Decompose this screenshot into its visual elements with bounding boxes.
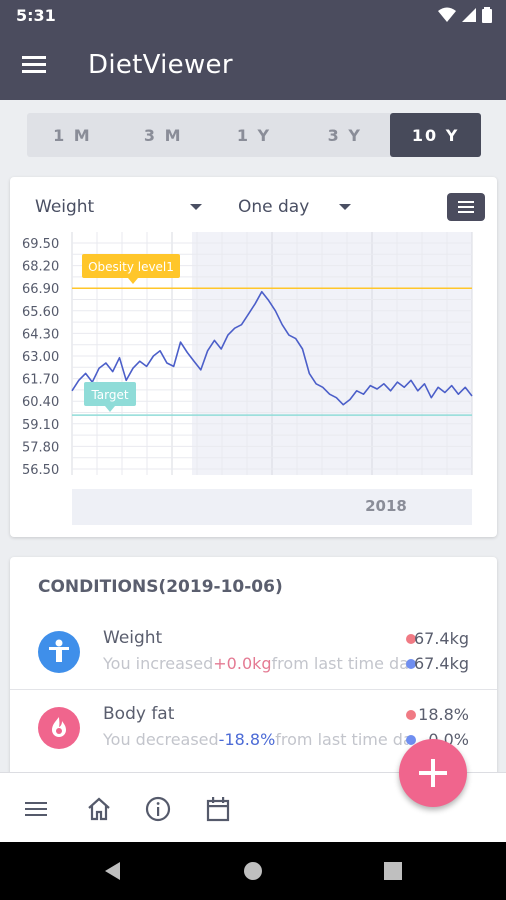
y-tick-label: 61.70 (22, 373, 59, 388)
app-title: DietViewer (88, 50, 233, 80)
condition-name: Weight (103, 628, 163, 648)
chart-shaded-region (192, 232, 472, 475)
system-nav-bar (0, 842, 506, 900)
metric-dropdown-icon[interactable] (190, 204, 202, 210)
recents-icon[interactable] (382, 860, 404, 882)
condition-row-weight[interactable]: Weight You increased+0.0kgfrom last time… (10, 614, 497, 689)
conditions-card: CONDITIONS(2019-10-06) Weight You increa… (10, 557, 497, 787)
current-dot (406, 710, 416, 720)
condition-row-body-fat[interactable]: Body fat You decreased-18.8%from last ti… (10, 689, 497, 764)
previous-dot (406, 659, 416, 669)
change-prefix: You increased (103, 654, 214, 673)
calendar-icon[interactable] (204, 795, 232, 823)
conditions-title: CONDITIONS(2019-10-06) (38, 577, 283, 597)
home-icon[interactable] (85, 795, 113, 823)
period-dropdown-icon[interactable] (339, 204, 351, 210)
current-value: 18.8% (418, 705, 469, 724)
status-bar: 5:31 (0, 0, 506, 30)
fire-icon (38, 707, 80, 749)
y-tick-label: 60.40 (22, 395, 59, 410)
y-tick-label: 65.60 (22, 305, 59, 320)
y-tick-label: 69.50 (22, 237, 59, 252)
change-delta: +0.0kg (213, 654, 272, 673)
condition-change: You increased+0.0kgfrom last time data (103, 654, 408, 673)
weight-chart[interactable]: 69.50 68.20 66.90 65.60 64.30 63.00 61.70 60.40… (10, 177, 497, 537)
obesity-tag-label: Obesity level1 (88, 260, 174, 274)
metric-select[interactable]: Weight (35, 197, 95, 217)
change-delta: -18.8% (218, 730, 276, 749)
chart-options-button[interactable] (447, 193, 485, 221)
tab-1y[interactable]: 1 Y (236, 125, 272, 145)
condition-name: Body fat (103, 704, 175, 724)
menu-icon[interactable] (20, 52, 50, 78)
weight-series-line (71, 290, 473, 406)
plus-icon (419, 759, 447, 787)
previous-value: 67.4kg (413, 654, 469, 673)
y-tick-label: 59.10 (22, 418, 59, 433)
y-tick-label: 68.20 (22, 260, 59, 275)
y-tick-label: 66.90 (22, 282, 59, 297)
tab-10y[interactable]: 10 Y (390, 113, 481, 157)
person-icon (38, 631, 80, 673)
y-tick-label: 64.30 (22, 327, 59, 342)
y-tick-label: 56.50 (22, 463, 59, 478)
info-icon[interactable] (144, 795, 172, 823)
status-time: 5:31 (16, 6, 56, 25)
y-axis-ticks: 69.50 68.20 66.90 65.60 64.30 63.00 61.70 60.40… (22, 237, 59, 478)
condition-change: You decreased-18.8%from last time data (103, 730, 408, 749)
home-circle-icon[interactable] (242, 860, 264, 882)
x-axis-label: 2018 (365, 497, 407, 515)
tab-3m[interactable]: 3 M (143, 125, 183, 145)
status-icons (438, 6, 492, 24)
change-prefix: You decreased (103, 730, 219, 749)
y-tick-label: 57.80 (22, 440, 59, 455)
target-tag: Target (84, 382, 136, 412)
current-dot (406, 634, 416, 644)
y-tick-label: 63.00 (22, 350, 59, 365)
battery-icon (482, 7, 492, 23)
list-icon (458, 201, 474, 213)
range-tabs: 1 M 3 M 1 Y 3 Y 10 Y (27, 113, 481, 157)
signal-icon (462, 8, 476, 22)
period-select[interactable]: One day (238, 197, 310, 217)
add-record-button[interactable] (399, 739, 467, 807)
chart-card: Weight One day 69.50 68.20 66.90 65.60 64.30… (10, 177, 497, 537)
tab-1m[interactable]: 1 M (53, 125, 92, 145)
change-suffix: from last time data (275, 730, 408, 749)
obesity-tag: Obesity level1 (82, 254, 180, 284)
list-menu-icon[interactable] (22, 795, 50, 823)
previous-dot (406, 735, 416, 745)
app-bar: DietViewer (0, 30, 506, 100)
back-icon[interactable] (102, 860, 124, 882)
current-value: 67.4kg (413, 629, 469, 648)
x-axis-strip (72, 489, 472, 525)
target-tag-label: Target (90, 388, 128, 402)
wifi-icon (438, 7, 456, 22)
change-suffix: from last time data (271, 654, 408, 673)
tab-3y[interactable]: 3 Y (327, 125, 362, 145)
